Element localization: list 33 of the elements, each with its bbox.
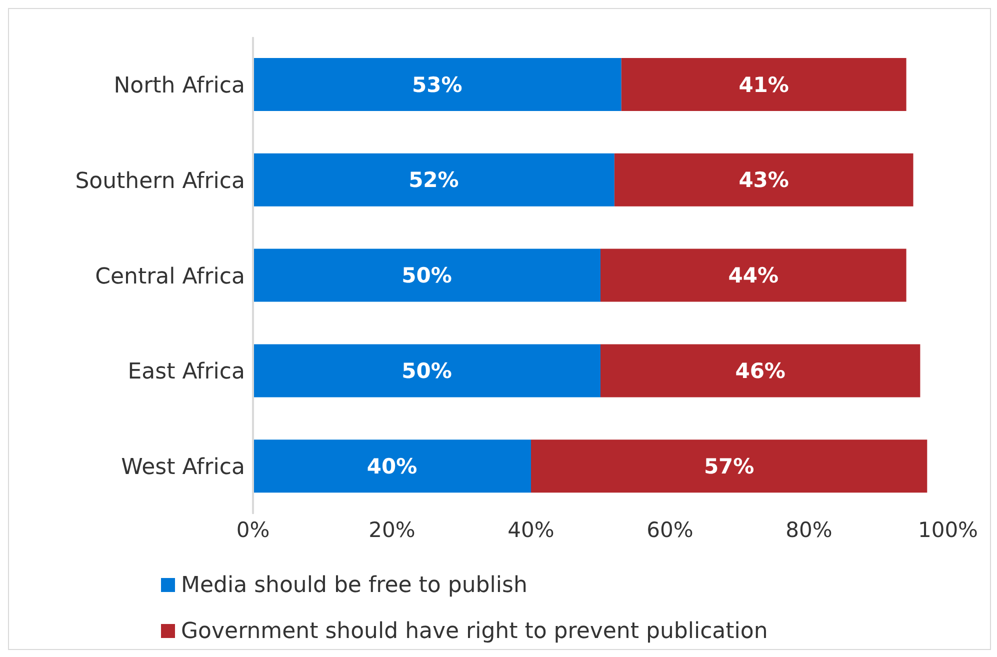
x-tick-label: 40%: [508, 518, 554, 542]
bar: [614, 153, 914, 206]
bar: [531, 440, 928, 493]
legend-label: Government should have right to prevent publication: [181, 618, 768, 644]
data-label: 43%: [738, 168, 789, 192]
data-label: 44%: [728, 264, 779, 288]
x-tick-label: 0%: [236, 518, 270, 542]
data-label: 50%: [402, 264, 452, 288]
data-label: 53%: [412, 72, 462, 97]
data-label: 41%: [738, 72, 789, 97]
bar: [253, 248, 600, 302]
data-label: 40%: [366, 454, 418, 478]
x-tick-label: 60%: [646, 518, 694, 542]
x-tick-label: 100%: [918, 518, 978, 542]
bar: [253, 153, 614, 206]
legend-label: Media should be free to publish: [181, 572, 528, 598]
data-label: 57%: [704, 454, 754, 478]
y-tick-label: North Africa: [114, 74, 245, 99]
bar: [253, 344, 600, 398]
y-tick-label: East Africa: [128, 360, 245, 385]
bar: [600, 344, 920, 398]
data-label: 52%: [408, 168, 459, 192]
y-tick-label: Southern Africa: [75, 168, 245, 194]
data-label: 46%: [735, 359, 786, 384]
bar: [253, 58, 622, 111]
y-tick-label: West Africa: [121, 455, 245, 480]
bar: [600, 248, 906, 302]
data-label: 50%: [402, 359, 452, 384]
x-tick-label: 20%: [368, 518, 416, 542]
bar: [621, 58, 906, 111]
x-tick-label: 80%: [786, 518, 832, 542]
y-tick-label: Central Africa: [95, 264, 245, 290]
bar: [253, 440, 531, 493]
